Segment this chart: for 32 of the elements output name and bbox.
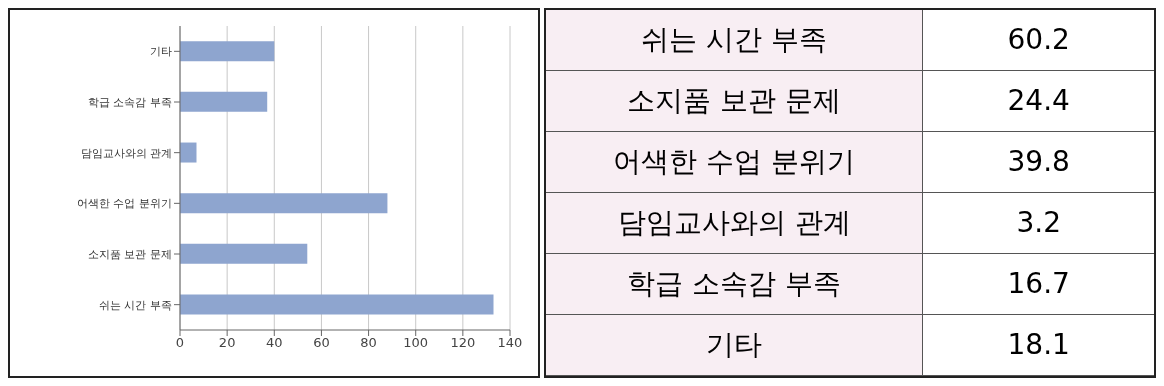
y-tick-label: 소지품 보관 문제 [88, 247, 172, 261]
data-label: 18.1 [922, 314, 1154, 376]
data-label: 24.4 [922, 70, 1154, 132]
category-label: 담임교사와의 관계 [546, 192, 923, 254]
x-tick-label: 120 [450, 335, 476, 351]
x-tick-label: 140 [497, 335, 523, 351]
category-label: 쉬는 시간 부족 [546, 10, 923, 71]
bar [180, 193, 388, 214]
bar [180, 41, 275, 62]
y-tick-label: 어색한 수업 분위기 [77, 197, 172, 211]
x-tick-label: 60 [313, 335, 330, 351]
bar [180, 294, 494, 315]
data-label: 16.7 [922, 253, 1154, 315]
data-label: 60.2 [922, 10, 1154, 71]
y-tick-label: 학급 소속감 부족 [88, 95, 172, 109]
y-tick-label: 쉬는 시간 부족 [99, 298, 172, 312]
x-tick-label: 100 [403, 335, 429, 351]
x-tick-label: 20 [218, 335, 236, 351]
bar [180, 142, 197, 163]
y-tick-label: 기타 [150, 45, 172, 59]
bar [180, 243, 308, 264]
bar [180, 91, 268, 112]
category-label: 소지품 보관 문제 [546, 70, 923, 132]
category-label: 학급 소속감 부족 [546, 253, 923, 315]
category-label: 기타 [546, 314, 923, 376]
category-label: 어색한 수업 분위기 [546, 131, 923, 193]
data-label: 3.2 [922, 192, 1154, 254]
y-tick-label: 담임교사와의 관계 [80, 146, 172, 160]
x-tick-label: 0 [175, 335, 185, 351]
x-tick-label: 40 [266, 335, 283, 351]
data-label: 39.8 [922, 131, 1154, 193]
x-tick-label: 80 [360, 335, 377, 351]
